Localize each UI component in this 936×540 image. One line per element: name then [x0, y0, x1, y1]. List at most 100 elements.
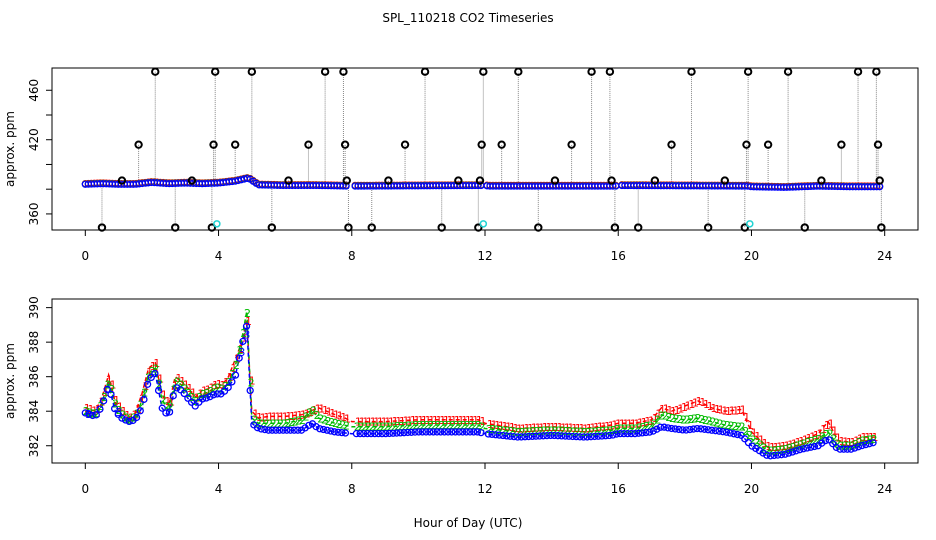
series-2-label: 2 — [383, 421, 390, 434]
series-3-point — [261, 425, 269, 434]
series-2-label: 2 — [530, 425, 537, 438]
series-3-point — [327, 427, 335, 435]
spike-point — [367, 223, 376, 232]
series-3-point — [785, 449, 793, 457]
series-2-label: 2 — [281, 417, 288, 430]
series-3-point — [766, 452, 775, 460]
series-2-label: 2 — [372, 421, 379, 434]
series-2-label: 2 — [156, 378, 163, 391]
series-3-point — [462, 428, 470, 436]
series-3-point — [154, 386, 163, 395]
spike-point — [567, 140, 576, 149]
series-1-label: 1 — [406, 414, 413, 427]
series-1-label: 1 — [95, 403, 102, 416]
series-3-point — [583, 433, 591, 441]
series-3-point — [638, 429, 646, 437]
series-2-label: 2 — [163, 400, 170, 413]
series-2-label: 2 — [266, 417, 273, 430]
series-3-point — [502, 432, 511, 440]
series-2-label: 2 — [552, 424, 559, 437]
series-1-label: 1 — [773, 441, 780, 454]
series-3-point — [283, 426, 291, 434]
spike-point — [479, 67, 488, 76]
series-1-label: 1 — [212, 379, 219, 392]
series-1-label: 1 — [850, 436, 857, 449]
series-1-label: 1 — [839, 435, 846, 448]
series-2-label: 2 — [424, 419, 431, 432]
series-2-label: 2 — [200, 388, 207, 401]
series-1-label: 1 — [626, 417, 633, 430]
series-2-label: 2 — [160, 394, 167, 407]
series-3-point — [539, 432, 547, 440]
series-3-point — [693, 424, 701, 433]
spike-point — [587, 67, 596, 76]
series-3-point — [521, 433, 529, 441]
series-2-label: 2 — [607, 424, 614, 437]
series-2-label: 2 — [691, 413, 698, 426]
series-1-label: 1 — [666, 404, 673, 417]
series-1-label: 1 — [219, 379, 226, 392]
spike-point — [740, 223, 749, 232]
series-3-point — [290, 426, 298, 434]
series-3-point — [792, 447, 800, 455]
series-1-label: 1 — [480, 415, 487, 428]
series-1-label: 1 — [688, 398, 695, 411]
series-1-label: 1 — [260, 412, 267, 425]
series-1-label: 1 — [318, 402, 325, 415]
bottom-x-tick-label: 8 — [348, 482, 356, 496]
series-2-label: 2 — [215, 382, 222, 395]
series-2-label: 2 — [764, 444, 771, 457]
series-2-label: 2 — [643, 420, 650, 433]
series-2-label: 2 — [174, 375, 181, 388]
series-3-point — [704, 426, 712, 434]
series-3-point — [92, 411, 100, 419]
series-1-label: 1 — [183, 378, 190, 391]
series-1-label: 1 — [117, 400, 124, 413]
series-1-label: 1 — [692, 397, 699, 410]
series-1-label: 1 — [600, 420, 607, 433]
series-1-label: 1 — [817, 428, 824, 441]
series-2-label: 2 — [709, 416, 716, 429]
series-1-label: 1 — [857, 433, 864, 446]
series-3-point — [246, 386, 254, 395]
spike-point — [610, 223, 620, 232]
series-1-label: 1 — [355, 416, 362, 429]
cyan-point — [746, 220, 754, 228]
spike-point — [873, 140, 883, 149]
series-3-point — [840, 445, 848, 453]
series-2-label: 2 — [493, 424, 500, 437]
series-1-label: 1 — [798, 435, 805, 448]
series-2-label: 2 — [391, 420, 398, 433]
series-3-point — [645, 428, 654, 436]
series-3-point — [275, 426, 284, 434]
series-3-point — [847, 445, 855, 453]
series-2-label: 2 — [636, 422, 643, 435]
series-3-point — [528, 432, 536, 441]
series-2-label: 2 — [273, 417, 280, 430]
series-3-point — [264, 426, 273, 434]
series-2-label: 2 — [277, 417, 284, 430]
series-1-label: 1 — [659, 403, 666, 416]
series-1-label: 1 — [853, 435, 860, 448]
series-2-label: 2 — [761, 441, 768, 454]
series-1-label: 1 — [263, 411, 270, 424]
series-2-label: 2 — [457, 419, 464, 432]
series-1-label: 1 — [472, 414, 479, 427]
series-3-point — [836, 445, 844, 453]
series-1-label: 1 — [311, 404, 318, 417]
series-3-point — [576, 433, 584, 441]
series-2-label: 2 — [339, 419, 346, 432]
spike-point — [875, 176, 884, 185]
series-3-point — [554, 432, 562, 440]
series-2-label: 2 — [365, 421, 372, 434]
series-1-label: 1 — [124, 409, 131, 422]
series-3-point — [360, 430, 368, 438]
series-3-point — [777, 451, 786, 459]
series-3-point — [642, 428, 650, 437]
bottom-y-tick-label: 382 — [27, 434, 41, 457]
series-1-label: 1 — [721, 405, 728, 418]
spike-point — [400, 140, 410, 149]
spike-point — [97, 223, 107, 232]
series-1-label: 1 — [534, 422, 541, 435]
series-1-label: 1 — [868, 431, 875, 444]
